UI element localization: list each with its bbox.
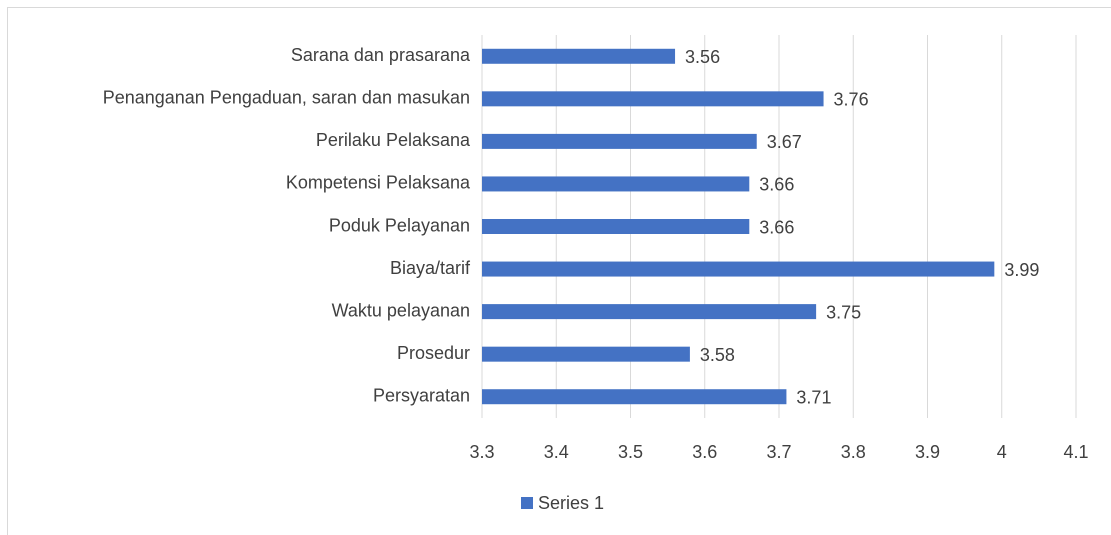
data-label: 3.99 bbox=[1004, 260, 1039, 280]
y-tick-label: Penanganan Pengaduan, saran dan masukan bbox=[103, 88, 470, 108]
chart-border bbox=[7, 7, 1111, 535]
data-label: 3.56 bbox=[685, 47, 720, 67]
x-tick-label: 4 bbox=[997, 442, 1007, 462]
bar bbox=[482, 133, 757, 149]
y-tick-label: Poduk Pelayanan bbox=[329, 215, 470, 235]
x-tick-label: 3.5 bbox=[618, 442, 643, 462]
y-tick-label: Biaya/tarif bbox=[390, 258, 471, 278]
x-tick-label: 4.1 bbox=[1063, 442, 1088, 462]
x-tick-label: 3.3 bbox=[469, 442, 494, 462]
y-tick-label: Sarana dan prasarana bbox=[291, 45, 471, 65]
x-tick-label: 3.6 bbox=[692, 442, 717, 462]
bar bbox=[482, 48, 676, 64]
y-tick-label: Waktu pelayanan bbox=[332, 300, 470, 320]
data-label: 3.66 bbox=[759, 175, 794, 195]
y-tick-label: Perilaku Pelaksana bbox=[316, 130, 471, 150]
bar bbox=[482, 91, 824, 107]
x-tick-label: 3.4 bbox=[544, 442, 569, 462]
bar bbox=[482, 304, 817, 320]
data-label: 3.67 bbox=[767, 132, 802, 152]
bar bbox=[482, 346, 690, 362]
data-label: 3.75 bbox=[826, 302, 861, 322]
y-tick-label: Persyaratan bbox=[373, 385, 470, 405]
y-tick-label: Kompetensi Pelaksana bbox=[286, 173, 471, 193]
bar bbox=[482, 389, 787, 405]
bar bbox=[482, 176, 750, 192]
x-tick-label: 3.8 bbox=[841, 442, 866, 462]
x-tick-label: 3.7 bbox=[766, 442, 791, 462]
data-label: 3.58 bbox=[700, 345, 735, 365]
legend-swatch bbox=[521, 497, 533, 509]
bar bbox=[482, 219, 750, 234]
data-label: 3.76 bbox=[834, 90, 869, 110]
legend-label: Series 1 bbox=[538, 493, 604, 513]
bar bbox=[482, 261, 995, 277]
data-label: 3.66 bbox=[759, 217, 794, 237]
x-tick-label: 3.9 bbox=[915, 442, 940, 462]
y-tick-label: Prosedur bbox=[397, 343, 470, 363]
data-label: 3.71 bbox=[796, 387, 831, 407]
